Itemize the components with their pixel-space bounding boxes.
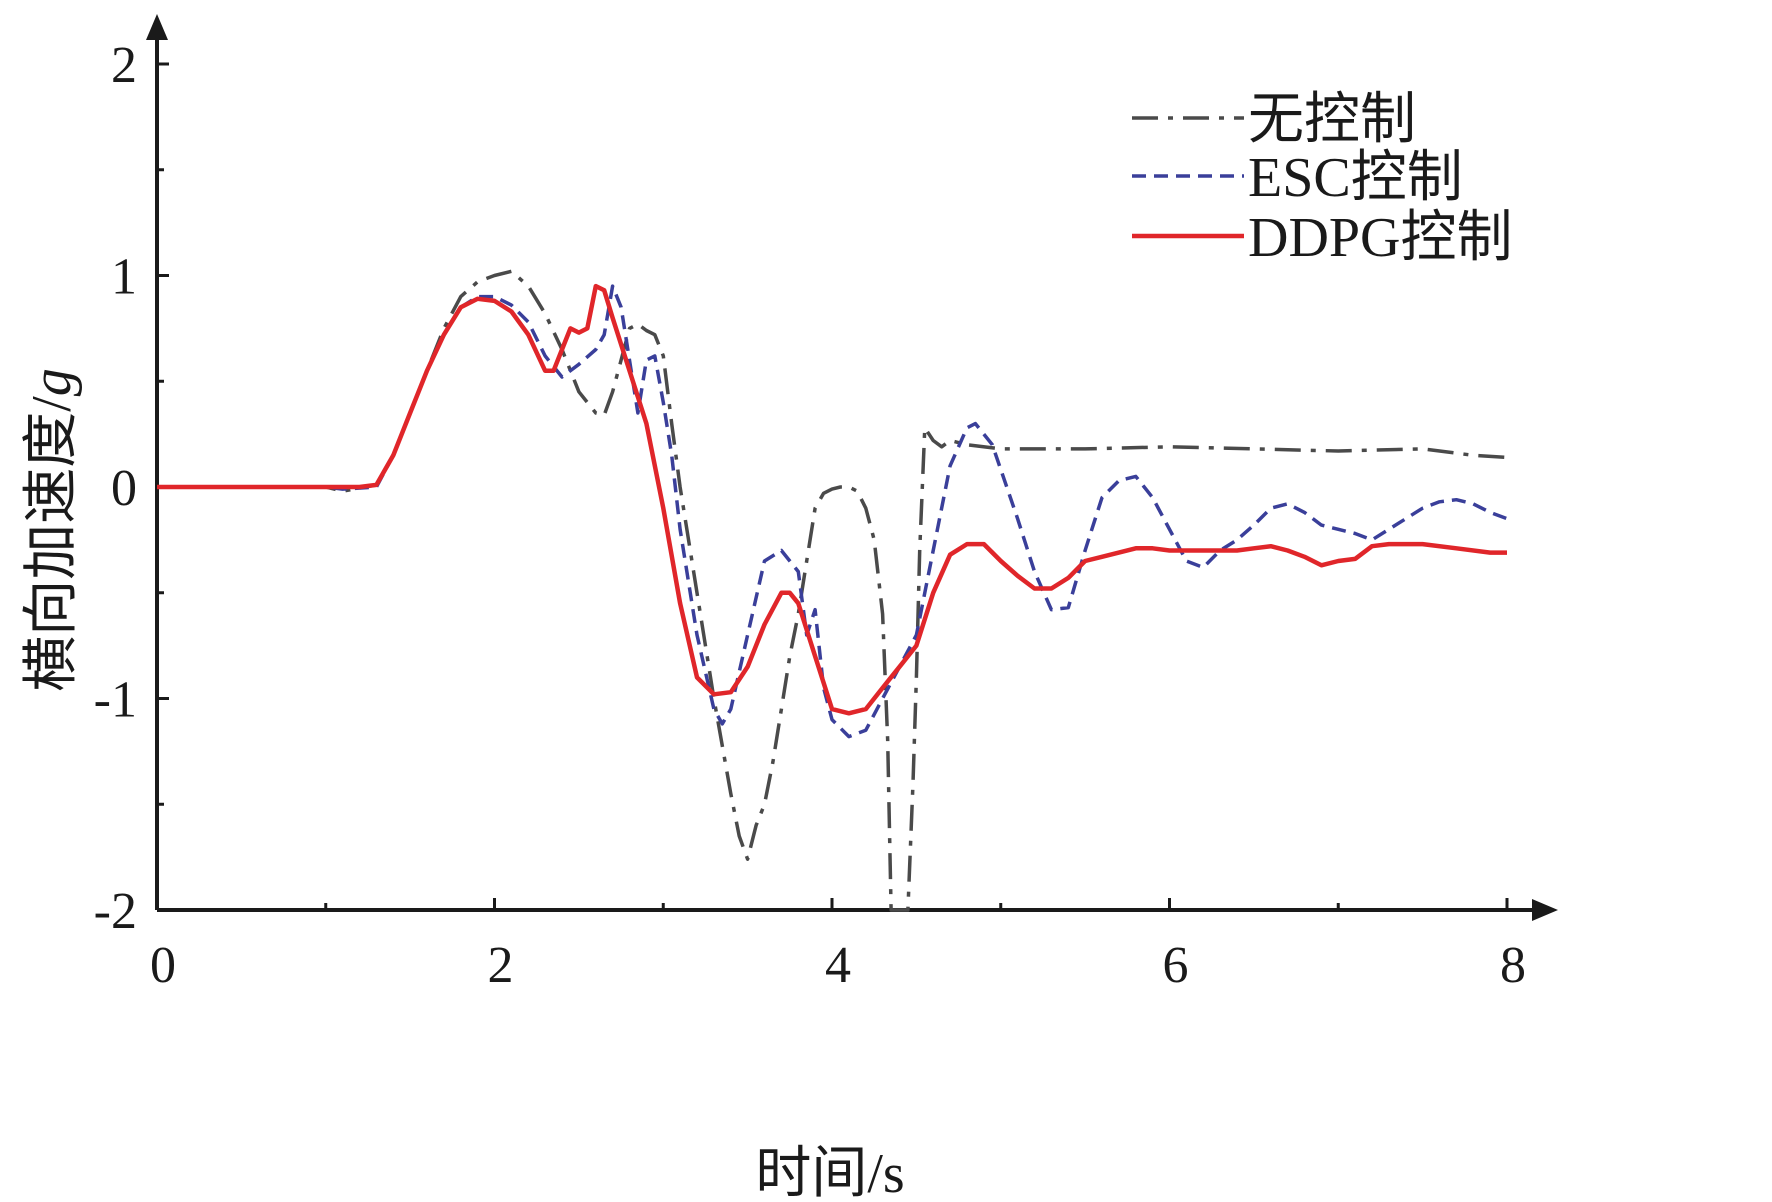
x-tick-label: 8 [1500, 937, 1526, 994]
x-axis-arrow-icon [1532, 899, 1558, 921]
y-tick-label: -1 [94, 672, 137, 729]
x-tick-label: 2 [488, 937, 514, 994]
y-tick-label: 1 [111, 249, 137, 306]
plot-series [157, 269, 1508, 912]
ticks: -2 -1 0 1 2 0 2 4 6 8 [94, 37, 1526, 994]
series-line-1 [157, 269, 1508, 912]
series-line-2 [157, 284, 1508, 739]
x-axis-title: 时间/s [755, 1143, 904, 1202]
axes [146, 14, 1558, 921]
x-tick-label: 0 [150, 937, 176, 994]
y-tick-label: 0 [111, 460, 137, 517]
y-tick-label: 2 [111, 37, 137, 94]
y-axis-title: 横向加速度/g [21, 368, 83, 692]
legend-label-1: 无控制 [1248, 89, 1416, 151]
legend-label-2: ESC控制 [1248, 147, 1463, 209]
y-axis-title-text: 横向加速度/ [21, 396, 83, 692]
x-tick-label: 4 [825, 937, 851, 994]
y-tick-label: -2 [94, 883, 137, 940]
y-axis-arrow-icon [146, 14, 168, 40]
y-axis-title-unit: g [21, 368, 83, 396]
series-line-3 [157, 283, 1507, 716]
legend-label-3: DDPG控制 [1248, 207, 1512, 269]
x-tick-label: 6 [1163, 937, 1189, 994]
